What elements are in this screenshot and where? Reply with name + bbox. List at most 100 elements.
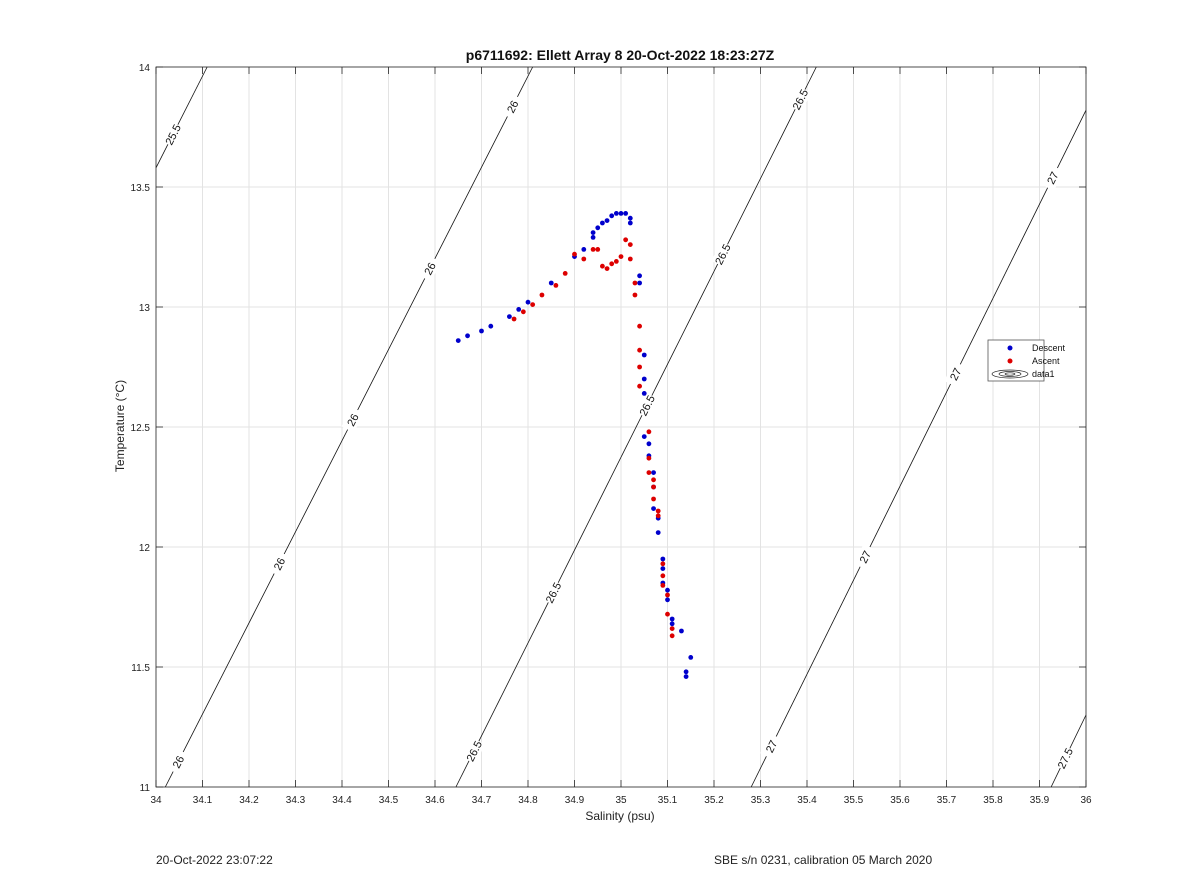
descent-point — [548, 280, 554, 286]
isopycnal-label-bg — [1053, 745, 1077, 772]
y-tick-label: 13.5 — [131, 183, 151, 194]
descent-point — [604, 218, 610, 224]
isopycnal-label-bg — [418, 255, 442, 282]
descent-point — [488, 323, 494, 329]
y-tick-label: 12.5 — [131, 423, 151, 434]
descent-point — [627, 215, 633, 221]
descent-point — [665, 587, 670, 593]
grid-layer — [155, 66, 1087, 788]
descent-point — [595, 225, 601, 231]
descent-point — [651, 470, 656, 475]
isopycnal-label-bg — [267, 550, 291, 577]
x-axis-label: Salinity (psu) — [585, 809, 654, 823]
descent-point — [455, 338, 461, 343]
isopycnal-line — [455, 66, 817, 788]
descent-point — [618, 211, 624, 216]
x-tick-label: 34.4 — [332, 795, 352, 806]
x-tick-label: 36 — [1080, 795, 1092, 806]
ascent-point — [632, 292, 638, 298]
isopycnal-label-bg — [542, 579, 565, 606]
x-tick-label: 35.7 — [937, 795, 957, 806]
y-tick-label: 12 — [139, 543, 151, 554]
ascent-point — [553, 283, 559, 288]
x-tick-label: 35.9 — [1030, 795, 1050, 806]
descent-point — [637, 273, 642, 279]
isopycnal-label-bg — [166, 748, 190, 775]
isopycnal-line — [155, 66, 208, 168]
descent-point — [646, 441, 652, 447]
ascent-point — [646, 470, 652, 475]
descent-point — [655, 530, 661, 535]
legend-contour-icon — [991, 369, 1029, 379]
ascent-point — [651, 484, 656, 490]
y-axis-label: Temperature (°C) — [113, 380, 127, 472]
descent-point — [590, 235, 596, 240]
x-tick-label: 34.5 — [379, 795, 399, 806]
ascent-point — [655, 508, 661, 514]
ascent-point — [669, 633, 675, 639]
descent-point — [581, 247, 587, 252]
ascent-point — [539, 292, 545, 298]
ascent-point — [581, 256, 587, 262]
ascent-point — [669, 626, 675, 631]
descent-point — [679, 628, 684, 634]
isopycnal-label-bg — [462, 738, 486, 764]
legend-contour-label: data1 — [1032, 369, 1055, 379]
legend-ascent-marker — [1007, 358, 1013, 364]
isopycnal-label: 26 — [171, 754, 187, 770]
x-tick-label: 34 — [150, 795, 162, 806]
y-tick-label: 11.5 — [131, 663, 150, 674]
isopycnal-label-bg — [341, 406, 364, 433]
footer-timestamp: 20-Oct-2022 23:07:22 — [156, 853, 273, 867]
x-tick-label: 35.6 — [890, 795, 910, 806]
ascent-point — [632, 280, 638, 286]
x-tick-label: 34.2 — [239, 795, 259, 806]
x-tick-label: 35.1 — [658, 795, 678, 806]
ascent-point — [660, 583, 666, 588]
descent-point — [525, 299, 531, 305]
isopycnal-label-bg — [1041, 164, 1064, 191]
x-tick-label: 34.6 — [425, 795, 445, 806]
descent-point — [683, 674, 689, 679]
ascent-point — [572, 251, 577, 257]
ascent-point — [637, 323, 642, 329]
ascent-point — [637, 364, 642, 370]
descent-point — [613, 211, 619, 216]
ascent-point — [655, 513, 661, 519]
descent-point — [660, 566, 666, 571]
descent-point — [623, 211, 629, 216]
x-tick-label: 35.8 — [983, 795, 1003, 806]
ascent-point — [562, 271, 568, 276]
x-tick-label: 35.2 — [704, 795, 724, 806]
ascent-point — [595, 247, 601, 252]
x-tick-label: 35 — [615, 795, 627, 806]
isopycnal-label: 26 — [505, 99, 521, 115]
isopycnal-label-bg — [760, 733, 783, 760]
descent-point — [683, 669, 689, 675]
descent-point — [641, 391, 647, 396]
ascent-point — [646, 429, 652, 435]
y-tick-label: 13 — [139, 303, 151, 314]
descent-point — [507, 314, 512, 319]
x-tick-label: 34.9 — [565, 795, 585, 806]
ascent-point — [665, 592, 670, 598]
ascent-point — [590, 247, 596, 252]
descent-point — [651, 506, 656, 511]
x-tick-label: 35.4 — [797, 795, 817, 806]
x-tick-label: 34.7 — [472, 795, 492, 806]
isopycnal-label-bg — [788, 86, 812, 113]
descent-point — [590, 230, 596, 236]
ascent-point — [651, 496, 656, 502]
isopycnal-label-bg — [501, 93, 524, 120]
ascent-point — [604, 266, 610, 271]
isopycnal-label: 26 — [272, 556, 288, 572]
ascent-point — [618, 254, 624, 259]
isopycnal-label: 26 — [423, 261, 439, 277]
x-tick-label: 34.3 — [286, 795, 306, 806]
ascent-point — [609, 261, 615, 267]
descent-point — [479, 328, 484, 334]
isopycnal-label: 27 — [948, 366, 964, 382]
ascent-point — [511, 316, 517, 322]
descent-point — [609, 213, 615, 219]
